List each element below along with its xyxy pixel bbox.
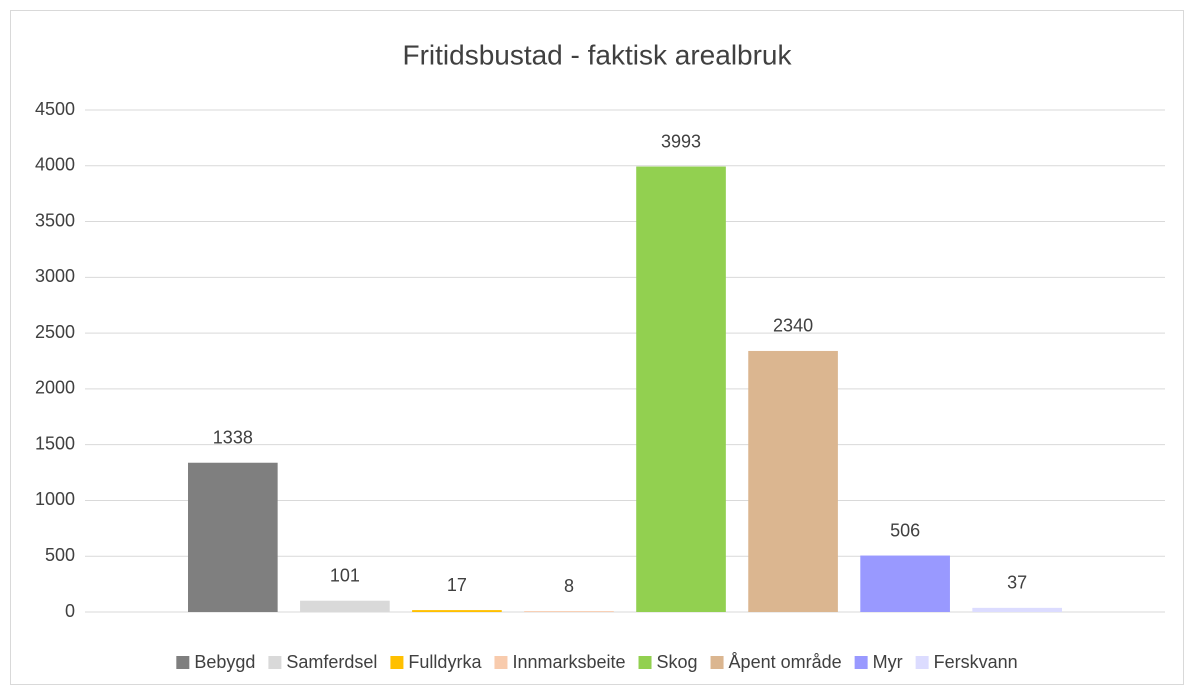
legend-swatch xyxy=(390,656,404,669)
y-tick-label: 1500 xyxy=(35,433,75,453)
bar xyxy=(300,600,390,612)
data-label: 37 xyxy=(1007,573,1027,593)
data-label: 17 xyxy=(447,575,467,595)
data-label: 1338 xyxy=(213,427,253,447)
y-tick-label: 4500 xyxy=(35,99,75,119)
legend: Bebygd Samferdsel Fulldyrka Innmarksbeite Sk… xyxy=(176,652,1018,672)
legend-swatch xyxy=(710,656,724,669)
legend-swatch xyxy=(494,656,508,669)
data-label: 2340 xyxy=(773,316,813,336)
legend-swatch xyxy=(268,656,282,669)
bar xyxy=(188,462,278,612)
bar xyxy=(860,555,950,612)
legend-label: Ferskvann xyxy=(934,652,1018,672)
y-tick-label: 3000 xyxy=(35,266,75,286)
bar xyxy=(524,611,614,612)
y-tick-label: 3500 xyxy=(35,210,75,230)
y-tick-label: 2000 xyxy=(35,378,75,398)
legend-swatch xyxy=(915,656,929,669)
y-tick-label: 0 xyxy=(65,601,75,621)
legend-swatch xyxy=(854,656,868,669)
legend-swatch xyxy=(638,656,652,669)
legend-label: Skog xyxy=(657,652,698,672)
legend-label: Myr xyxy=(873,652,903,672)
data-label: 8 xyxy=(564,576,574,596)
chart-title: Fritidsbustad - faktisk arealbruk xyxy=(402,39,792,70)
y-tick-label: 2500 xyxy=(35,322,75,342)
bar xyxy=(972,607,1062,612)
bar xyxy=(412,610,502,612)
legend-swatch xyxy=(176,656,190,669)
data-label: 3993 xyxy=(661,131,701,151)
data-label: 506 xyxy=(890,520,920,540)
legend-label: Bebygd xyxy=(194,652,255,672)
legend-label: Samferdsel xyxy=(286,652,377,672)
y-tick-label: 500 xyxy=(45,545,75,565)
y-tick-label: 4000 xyxy=(35,155,75,175)
legend-label: Innmarksbeite xyxy=(512,652,625,672)
bar xyxy=(748,350,838,612)
legend-label: Åpent område xyxy=(729,652,842,672)
data-label: 101 xyxy=(330,565,360,585)
bar xyxy=(636,166,726,613)
y-tick-label: 1000 xyxy=(35,489,75,509)
legend-label: Fulldyrka xyxy=(408,652,482,672)
